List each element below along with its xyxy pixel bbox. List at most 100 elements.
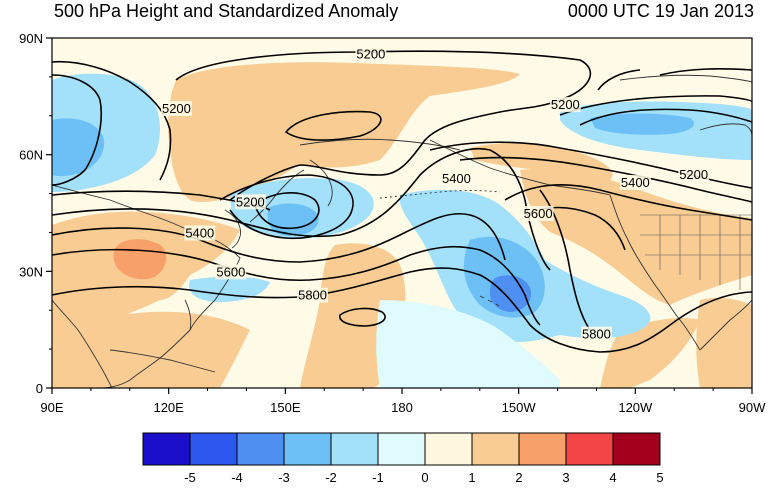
colorbar-label: 2 <box>515 470 522 485</box>
colorbar-swatch <box>565 432 614 466</box>
anomaly-positive-gulf <box>696 297 752 388</box>
coastline-arctic-canada <box>619 74 752 83</box>
contour-5200-alaska <box>559 95 752 116</box>
contour-label: 5200 <box>162 101 191 116</box>
colorbar-label: 1 <box>468 470 475 485</box>
anomaly-positive-mexico <box>600 318 700 388</box>
longitude-tick-label: 120W <box>618 400 653 415</box>
contour-label: 5600 <box>216 264 245 279</box>
contour-label: 5200 <box>356 47 385 62</box>
colorbar-swatch <box>330 432 379 466</box>
contour-label-background <box>580 326 612 342</box>
map-panel: 5200 5200 5200 5200 5400 5400 5400 5200 5600 5600… <box>52 38 752 388</box>
coastline-philippines <box>184 299 192 331</box>
height-contours <box>52 50 752 353</box>
contour-5400-japan <box>219 174 354 240</box>
latitude-tick-label: 0 <box>36 381 43 396</box>
contour-label: 5400 <box>621 175 650 190</box>
coastline-hawaii <box>479 295 500 307</box>
contour-5200-siberia <box>284 110 382 141</box>
latitude-axis: 0 30N 60N 90N <box>19 31 52 396</box>
contour-label: 5400 <box>442 171 471 186</box>
coastline-kamchatka <box>309 159 333 207</box>
contour-5800-west <box>52 267 752 353</box>
contour-label-background <box>234 194 266 210</box>
contour-label: 5800 <box>582 327 611 342</box>
colorbar-swatch <box>283 432 332 466</box>
coastline-indonesia <box>109 349 216 373</box>
contour-5600-east <box>504 184 752 221</box>
contour-5800-closed <box>339 307 386 327</box>
coastline-japan <box>249 169 305 223</box>
contour-label: 5200 <box>679 167 708 182</box>
coastline-aleutians <box>379 190 501 199</box>
longitude-tick-label: 150W <box>502 400 537 415</box>
contour-5400-america-2 <box>459 156 752 203</box>
colorbar-label: 3 <box>562 470 569 485</box>
coastline-india <box>52 299 113 388</box>
colorbar-label: -3 <box>278 470 290 485</box>
latitude-tick-label: 30N <box>19 264 43 279</box>
contour-5600-west <box>52 212 506 263</box>
contour-label: 5200 <box>551 97 580 112</box>
longitude-tick-label: 180 <box>391 400 413 415</box>
coastline-west-north-america <box>609 194 701 351</box>
colorbar: -5 -4 -3 -2 -1 0 1 2 3 4 5 <box>142 432 664 485</box>
longitude-tick-label: 120E <box>153 400 184 415</box>
colorbar-swatch <box>142 432 191 466</box>
coastline-gulf-mexico <box>699 299 752 351</box>
state-borders-us <box>640 214 752 290</box>
anomaly-positive-south <box>52 311 250 388</box>
colorbar-swatch <box>236 432 285 466</box>
contour-label: 5200 <box>236 194 265 209</box>
anomaly-positive-nw-america <box>470 142 613 180</box>
colorbar-label: -2 <box>325 470 337 485</box>
contour-label-background <box>619 174 651 190</box>
anomaly-negative-northeast-pacific <box>189 276 270 302</box>
colorbar-swatch <box>424 432 473 466</box>
colorbar-swatch <box>377 432 426 466</box>
colorbar-swatch <box>518 432 567 466</box>
contour-label: 5800 <box>298 288 327 303</box>
contour-5200-east <box>597 69 641 91</box>
contour-label-background <box>678 167 710 183</box>
colorbar-swatch <box>471 432 520 466</box>
anomaly-negative-medium-europe <box>52 118 105 177</box>
contour-label-background <box>440 171 472 186</box>
contour-labels: 5200 5200 5200 5200 5400 5400 5400 5200 5600 5600… <box>160 46 710 342</box>
longitude-axis: 90E 120E 150E 180 150W 120W 90W <box>40 388 766 415</box>
map-title: 500 hPa Height and Standardized Anomaly <box>54 1 399 21</box>
map-datetime: 0000 UTC 19 Jan 2013 <box>567 1 754 21</box>
anomaly-shading <box>52 62 752 388</box>
contour-label-background <box>184 225 216 241</box>
latitude-tick-label: 90N <box>19 31 43 46</box>
contour-label-background <box>160 101 192 116</box>
anomaly-positive-china <box>52 211 240 370</box>
anomaly-negative-medium-alaska <box>590 113 694 135</box>
colorbar-label: 0 <box>421 470 428 485</box>
colorbar-swatch <box>612 432 661 466</box>
coastline-korea <box>224 209 241 249</box>
contour-label: 5400 <box>185 225 214 240</box>
contour-label-background <box>549 97 581 113</box>
anomaly-negative-tropical <box>376 300 560 388</box>
contour-label: 5600 <box>524 206 553 221</box>
contour-label-background <box>355 46 387 62</box>
contour-5400-pacific <box>52 148 551 271</box>
contour-5200-europe <box>52 60 172 181</box>
contour-label-background <box>522 206 554 221</box>
contour-5200-north-canada <box>659 68 752 76</box>
contour-5200-alaska-inner <box>579 108 752 126</box>
colorbar-label: 5 <box>656 470 663 485</box>
anomaly-positive-north-america <box>520 168 752 305</box>
contour-label-background <box>297 287 329 303</box>
longitude-tick-label: 90E <box>40 400 63 415</box>
contour-5200-japan-inner <box>254 192 320 230</box>
anomaly-positive-siberia <box>168 62 520 202</box>
colorbar-label: -1 <box>372 470 384 485</box>
contour-5400-america <box>429 141 752 189</box>
colorbar-label: -4 <box>231 470 243 485</box>
colorbar-swatch <box>189 432 238 466</box>
anomaly-negative-strong-east-pacific <box>490 275 532 312</box>
